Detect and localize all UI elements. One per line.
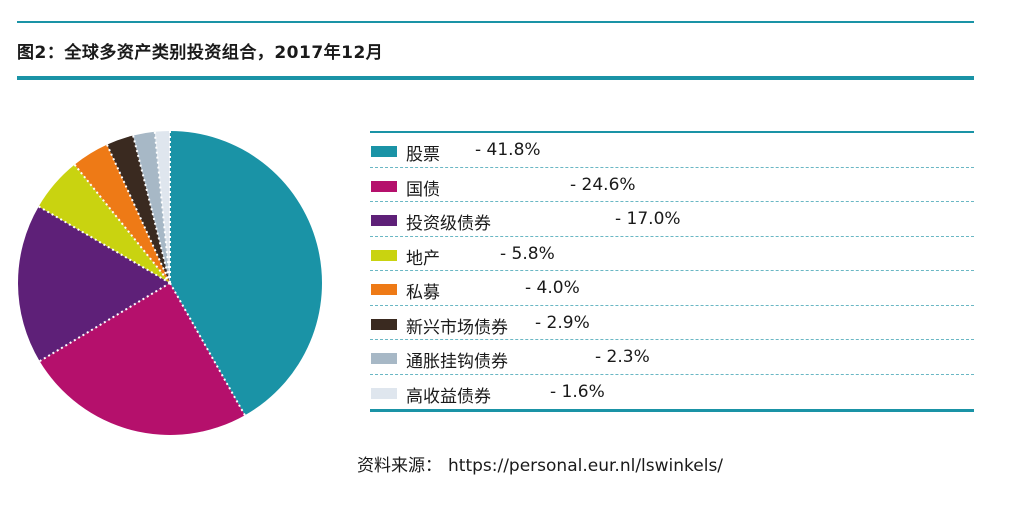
title-bottom-rule [17,76,974,80]
pie-chart [18,131,322,435]
legend-item-3: 地产 - 5.8% [370,237,974,271]
legend-swatch-6 [371,353,397,364]
legend-top-rule [370,131,974,133]
legend-swatch-3 [371,249,397,261]
legend-swatch-2 [371,215,397,226]
legend-swatch-1 [371,180,397,192]
legend-bottom-rule [370,409,974,412]
legend-item-0: 股票 - 41.8% [370,133,974,168]
slice-separator-5 [106,144,171,284]
legend-item-5: 新兴市场债券 - 2.9% [370,306,974,340]
source-url: https://personal.eur.nl/lswinkels/ [448,456,724,476]
legend-item-6: 通胀挂钩债券 - 2.3% [370,340,974,375]
legend-label-5: 新兴市场债券 [406,317,508,338]
figure-title: 图2：全球多资产类别投资组合，2017年12月 [17,43,384,63]
legend-value-2: - 17.0% [615,209,681,229]
legend-label-4: 私募 [406,283,440,303]
legend-swatch-4 [371,284,397,295]
legend-item-4: 私募 - 4.0% [370,271,974,306]
legend-value-7: - 1.6% [550,381,605,402]
legend: 股票 - 41.8% 国债 - 24.6% 投资级债券 - 17.0% 地产 - 5.8% 私募… [370,131,974,412]
pie-slice-1 [39,283,245,435]
legend-value-5: - 2.9% [535,312,590,333]
legend-swatch-0 [371,146,397,157]
legend-label-6: 通胀挂钩债券 [406,352,508,372]
legend-value-0: - 41.8% [475,140,541,160]
slice-separator-7 [153,131,171,284]
legend-rows: 股票 - 41.8% 国债 - 24.6% 投资级债券 - 17.0% 地产 - 5.8% 私募… [370,133,974,409]
slice-separator-1 [169,282,246,416]
pie-slice-3 [38,164,171,283]
legend-label-3: 地产 [406,248,440,269]
slice-separator-4 [73,164,171,284]
legend-label-2: 投资级债券 [406,214,491,234]
legend-swatch-5 [371,318,397,330]
pie-slice-2 [18,206,170,362]
slice-separator-3 [38,205,171,284]
legend-label-1: 国债 [406,179,440,200]
slice-separator-2 [39,282,171,363]
pie-slice-0 [170,131,322,416]
slice-separator-6 [132,135,171,284]
title-top-rule [17,21,974,23]
source-note: 资料来源： https://personal.eur.nl/lswinkels/ [357,451,723,476]
legend-value-3: - 5.8% [500,243,555,264]
legend-item-1: 国债 - 24.6% [370,168,974,202]
legend-label-7: 高收益债券 [406,386,491,407]
pie-slice-4 [74,144,170,283]
legend-item-2: 投资级债券 - 17.0% [370,202,974,237]
legend-value-6: - 2.3% [595,347,650,367]
legend-item-7: 高收益债券 - 1.6% [370,375,974,410]
legend-swatch-7 [371,387,397,399]
legend-value-4: - 4.0% [525,278,580,298]
source-label: 资料来源： [357,456,442,476]
legend-label-0: 股票 [406,145,440,165]
legend-value-1: - 24.6% [570,174,636,195]
